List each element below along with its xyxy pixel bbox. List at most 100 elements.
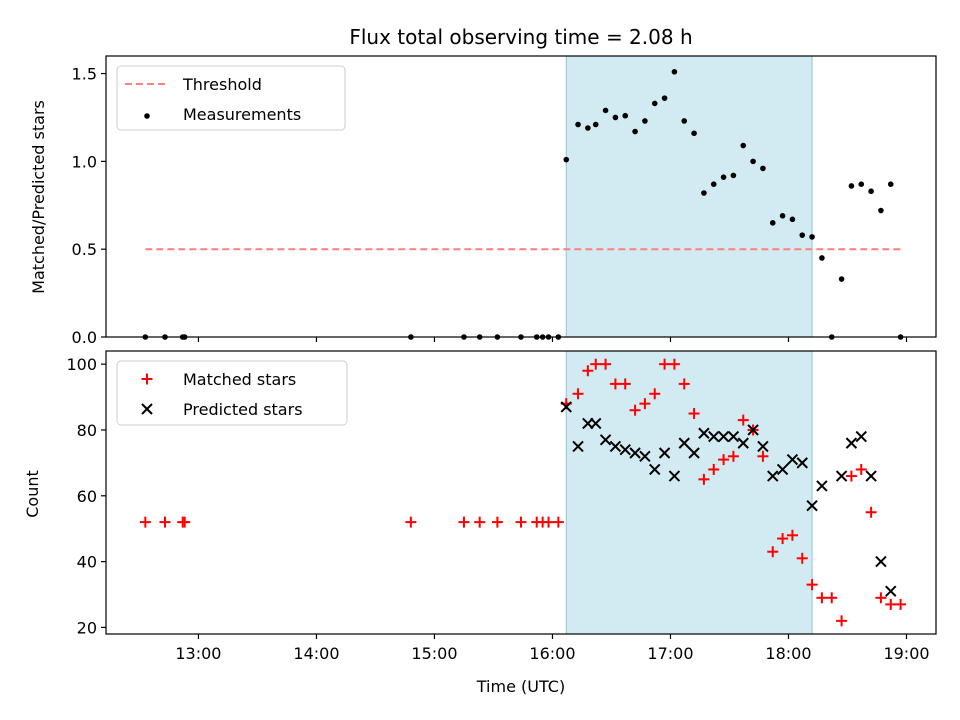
x-marker-b [816,480,828,492]
x-marker-b [776,463,789,476]
x-marker-b [845,437,858,449]
x-marker-b [639,450,651,463]
measurement-point [848,183,855,189]
measurement-point [585,125,591,131]
matched-star-point [826,592,838,604]
measurement-point [622,112,629,119]
bottom-y-tick-label: 20 [77,618,97,637]
predicted-star-point [855,430,867,443]
matched-star-point [845,470,857,482]
x-marker-b [698,427,710,439]
x-marker-b [865,470,877,482]
bottom-y-tick-label: 80 [77,421,97,440]
top-axes-frame [105,55,937,338]
matched-star-point [718,454,730,466]
x-marker-b [855,430,867,443]
matched-star-point [474,516,486,528]
matched-star-point [757,450,769,462]
predicted-star-point [747,424,759,436]
legend-entry-label: Threshold [182,75,262,94]
matched-star-point [515,516,527,528]
matched-star-point [727,450,739,462]
x-marker-b [737,437,749,449]
legend-entry-label: Matched stars [183,370,296,389]
bottom-legend-box [116,360,348,426]
matched-star-point [806,579,818,591]
x-tick-label: 14:00 [293,644,339,663]
x-axis-label: Time (UTC) [476,677,565,696]
top-y-tick-label: 1.5 [72,65,97,84]
x-tick-label: 16:00 [529,644,575,663]
measurement-point [602,107,609,114]
x-tick-label: 19:00 [883,644,929,663]
measurement-point [710,181,717,188]
predicted-star-point [757,440,769,453]
top-y-tick-label: 1.0 [72,152,97,171]
x-marker-b [678,437,690,449]
top-shaded-span [565,55,813,338]
bottom-y-axis-label: Count [23,470,42,518]
predicted-star-point [668,470,681,482]
matched-star-point [885,598,897,610]
x-marker-b [757,440,769,453]
matched-star-point [836,615,848,627]
matched-star-point [590,358,602,370]
bottom-legend: Matched stars Predicted stars [116,360,348,426]
measurement-point [661,95,668,101]
x-marker-b [609,440,622,453]
measurement-point [740,142,747,149]
matched-star-point [708,463,720,475]
predicted-star-point [688,447,700,459]
measurement-point [563,156,570,163]
matched-star-point [855,463,867,475]
measurement-point [789,216,796,223]
matched-star-point [639,398,651,410]
measurement-point [887,181,894,188]
matched-star-point [659,358,671,370]
predicted-star-point [639,450,651,463]
matched-star-point [678,378,690,390]
bottom-shaded-span [565,350,813,635]
bottom-y-tick-label: 40 [77,553,97,572]
x-marker-b [572,440,584,453]
x-marker-b [688,447,700,459]
matched-star-point [629,404,641,416]
matched-star-point [737,414,749,426]
matched-star-point [458,516,470,528]
predicted-star-point [572,440,584,453]
measurement-point [878,207,884,214]
x-marker-b [885,585,897,597]
chart-title: Flux total observing time = 2.08 h [349,25,692,49]
measurement-point [799,232,806,238]
x-marker-b [599,434,612,446]
measurement-point [809,234,815,240]
predicted-star-point [658,447,671,459]
top-y-axis-label: Matched/Predicted stars [29,100,48,294]
predicted-star-point [609,440,622,453]
legend-measurement-swatch [144,113,150,119]
top-y-tick-label: 0.5 [72,240,97,259]
predicted-star-point [875,555,887,568]
measurement-point [592,121,599,128]
matched-star-point [619,378,631,390]
measurement-point [575,121,581,128]
predicted-star-point [678,437,690,449]
matched-star-point [572,388,584,400]
x-tick-label: 15:00 [411,644,457,663]
x-marker-b [727,430,740,443]
matched-star-point [786,529,798,541]
x-marker-b [708,430,720,443]
x-tick-label: 13:00 [175,644,221,663]
measurement-point [632,128,638,135]
predicted-star-point [737,437,749,449]
predicted-star-point [796,457,808,469]
x-marker-b [786,453,799,466]
measurement-point [612,114,619,121]
matched-star-point [139,516,151,528]
top-legend-box [116,65,346,131]
matched-star-point [159,516,171,528]
measurement-point [691,130,697,137]
x-marker-b [717,430,730,443]
matched-star-point [491,516,503,528]
